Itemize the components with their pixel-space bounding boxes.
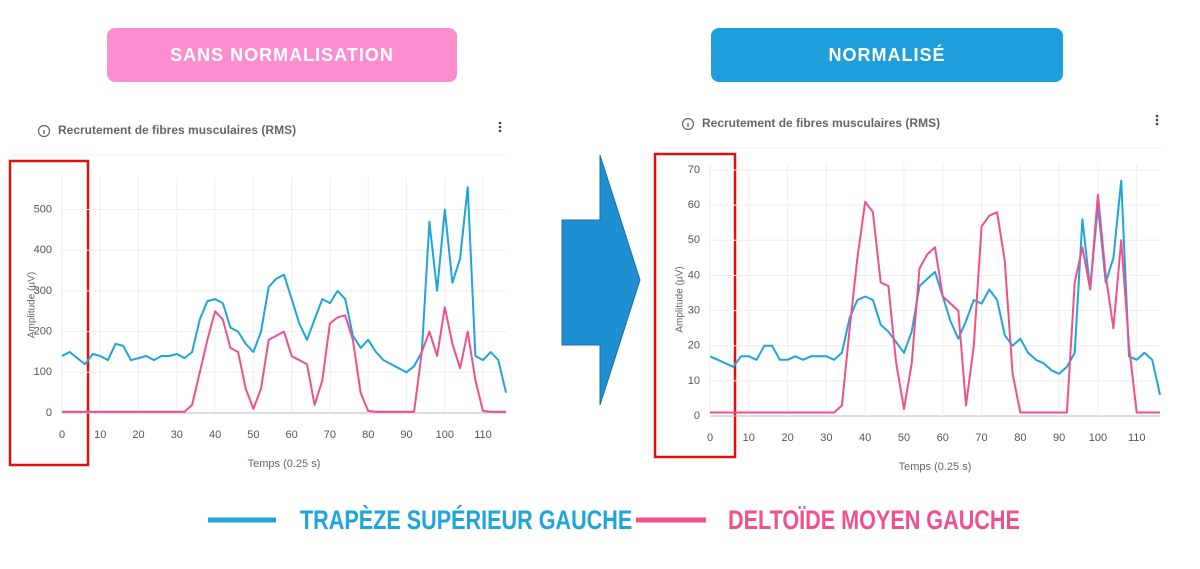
menu-dot [1155, 122, 1159, 126]
badge [107, 28, 457, 82]
y-tick-label: 30 [688, 304, 700, 316]
x-tick-label: 90 [400, 429, 412, 441]
y-tick-label: 300 [34, 285, 52, 297]
y-tick-label: 10 [688, 375, 700, 387]
x-tick-label: 30 [820, 432, 832, 444]
y-tick-label: 60 [688, 199, 700, 211]
x-tick-label: 0 [59, 429, 65, 441]
arrow [561, 154, 641, 406]
menu-dot [498, 125, 502, 129]
x-tick-label: 20 [781, 432, 793, 444]
x-tick-label: 70 [324, 429, 336, 441]
info-icon [37, 124, 51, 138]
x-tick-label: 60 [286, 429, 298, 441]
series-line [709, 179, 1161, 396]
badge-label: NORMALISÉ [829, 44, 946, 65]
x-tick-label: 10 [743, 432, 755, 444]
series-line [62, 306, 506, 413]
x-tick-label: 70 [975, 432, 987, 444]
chart-title: Recrutement de fibres musculaires (RMS) [702, 116, 940, 130]
y-axis-label: Amplitude (µV) [27, 272, 38, 338]
x-tick-label: 100 [1089, 432, 1107, 444]
menu-dot [1155, 114, 1159, 118]
y-tick-label: 40 [688, 269, 700, 281]
badge-label: SANS NORMALISATION [170, 45, 394, 65]
y-tick-label: 0 [694, 410, 700, 422]
highlight-box [653, 152, 737, 459]
y-tick-label: 20 [688, 340, 700, 352]
x-tick-label: 30 [171, 429, 183, 441]
y-tick-label: 0 [46, 407, 52, 419]
x-tick-label: 40 [209, 429, 221, 441]
menu-dot [498, 121, 502, 125]
x-tick-label: 40 [859, 432, 871, 444]
highlight-box [8, 159, 90, 467]
x-tick-label: 110 [474, 429, 492, 441]
menu-dot [498, 129, 502, 133]
y-tick-label: 50 [688, 234, 700, 246]
y-tick-label: 400 [34, 244, 52, 256]
x-tick-label: 0 [707, 432, 713, 444]
x-tick-label: 10 [94, 429, 106, 441]
series-line [710, 193, 1160, 414]
x-tick-label: 50 [898, 432, 910, 444]
x-tick-label: 20 [132, 429, 144, 441]
x-tick-label: 80 [1014, 432, 1026, 444]
x-axis-label: Temps (0.25 s) [899, 461, 972, 473]
chart-title: Recrutement de fibres musculaires (RMS) [58, 123, 296, 137]
y-axis-label: Amplitude (µV) [675, 266, 686, 332]
y-tick-label: 100 [34, 366, 52, 378]
series-line [61, 186, 507, 393]
info-icon [681, 117, 695, 131]
x-tick-label: 100 [436, 429, 454, 441]
y-tick-label: 500 [34, 203, 52, 215]
x-axis-label: Temps (0.25 s) [248, 458, 321, 470]
x-tick-label: 90 [1053, 432, 1065, 444]
x-tick-label: 50 [247, 429, 259, 441]
legend-label: TRAPÈZE SUPÉRIEUR GAUCHE [300, 505, 632, 536]
badge [711, 28, 1063, 82]
x-tick-label: 60 [937, 432, 949, 444]
x-tick-label: 80 [362, 429, 374, 441]
legend-label: DELTOÏDE MOYEN GAUCHE [728, 506, 1020, 536]
x-tick-label: 110 [1128, 432, 1146, 444]
menu-dot [1155, 118, 1159, 122]
y-tick-label: 70 [688, 164, 700, 176]
y-tick-label: 200 [34, 326, 52, 338]
